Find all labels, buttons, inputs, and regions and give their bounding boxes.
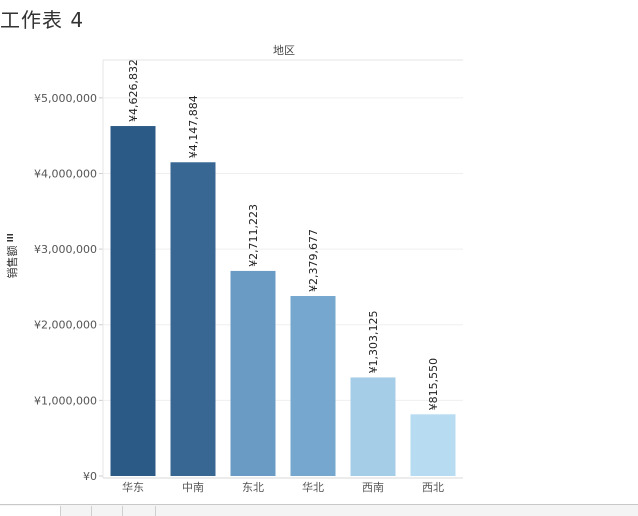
sheet-tab[interactable]	[92, 506, 123, 516]
sheet-title: 工作表 4	[0, 8, 85, 32]
data-label: ¥4,147,884	[187, 95, 200, 158]
sheet-tab[interactable]	[123, 506, 156, 516]
y-axis-title[interactable]: 销售额	[5, 246, 19, 279]
sheet-tab-bar	[0, 504, 638, 516]
bars	[110, 126, 456, 477]
y-tick-label: ¥0	[83, 470, 97, 483]
y-axis-ticks: ¥0 ¥1,000,000 ¥2,000,000 ¥3,000,000 ¥4,000,0…	[34, 92, 103, 483]
y-tick-label: ¥2,000,000	[34, 319, 97, 332]
y-tick-label: ¥4,000,000	[34, 167, 97, 180]
data-labels: ¥4,626,832 ¥4,147,884 ¥2,711,223 ¥2,379,677…	[127, 59, 440, 410]
category-label[interactable]: 华东	[122, 480, 144, 494]
filter-icon[interactable]	[7, 234, 13, 242]
category-label[interactable]: 中南	[182, 481, 204, 494]
grid-lines	[103, 97, 463, 401]
bar[interactable]	[230, 270, 276, 476]
bar[interactable]	[110, 126, 156, 477]
bar[interactable]	[170, 162, 216, 476]
data-label: ¥815,550	[427, 358, 440, 411]
data-label: ¥4,626,832	[127, 59, 140, 122]
sheet-tab[interactable]	[61, 506, 92, 516]
y-tick-label: ¥1,000,000	[34, 394, 97, 407]
sheet-tab[interactable]	[0, 506, 61, 516]
bar[interactable]	[410, 414, 456, 476]
column-header-region[interactable]: 地区	[273, 44, 295, 57]
data-label: ¥2,379,677	[307, 229, 320, 292]
category-label[interactable]: 东北	[242, 481, 264, 494]
y-tick-label: ¥3,000,000	[34, 243, 97, 256]
bar[interactable]	[350, 377, 396, 476]
category-label[interactable]: 华北	[302, 480, 324, 494]
category-labels: 华东 中南 东北 华北 西南 西北	[122, 480, 444, 494]
data-label: ¥2,711,223	[247, 204, 260, 267]
y-tick-label: ¥5,000,000	[34, 92, 97, 105]
data-label: ¥1,303,125	[367, 310, 380, 373]
category-label[interactable]: 西北	[422, 481, 444, 494]
bar[interactable]	[290, 296, 336, 476]
category-label[interactable]: 西南	[362, 481, 384, 494]
